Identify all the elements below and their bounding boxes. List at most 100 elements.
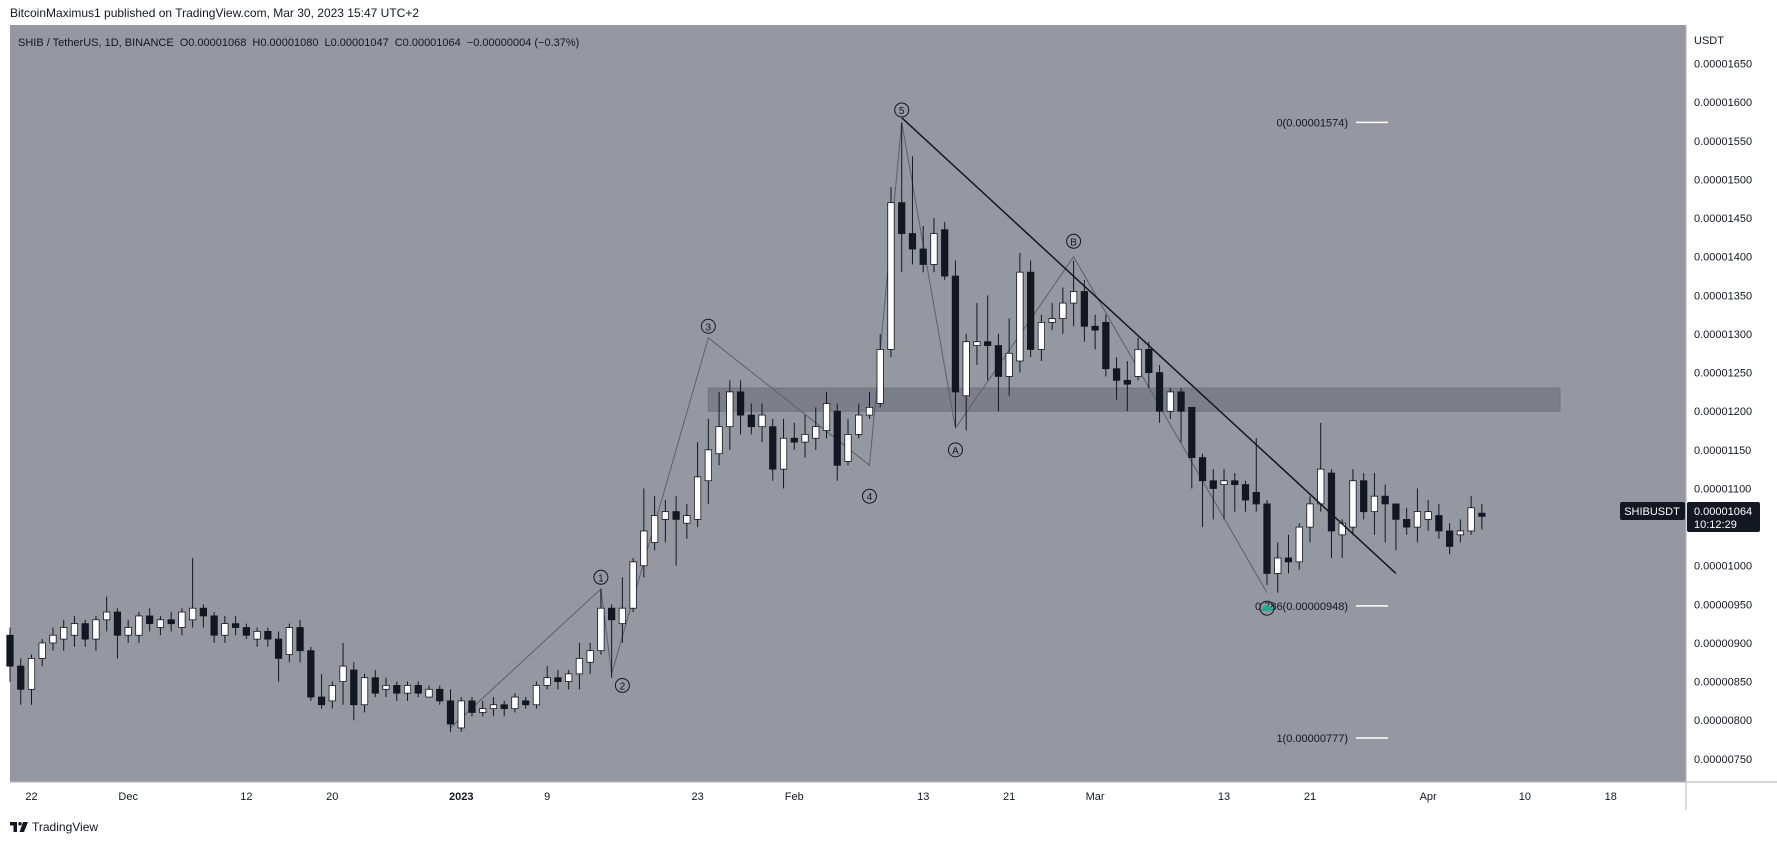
candle-body-bear [994,345,1003,377]
candle-body-bear [747,414,755,428]
wave-label-circle [614,677,630,693]
time-tick-label: 13 [917,791,929,803]
candle-body-bear [500,704,508,710]
candle-body-bear [908,233,917,250]
candle-body-bear [1435,515,1443,532]
wave-label-circle [861,488,877,504]
price-axis-unit: USDT [1694,35,1724,47]
price-tick-label: 0.00001000 [1694,561,1752,573]
legend-change: −0.00000004 (−0.37%) [467,37,580,49]
wave-label-circle [894,102,910,118]
candle-body-bull [1274,557,1282,574]
wave-label-4: 4 [867,492,873,503]
candle-body-bull [489,704,498,710]
wave-label-A: A [952,446,959,457]
candle-body-bear [17,665,25,690]
price-tick-label: 0.00001100 [1694,483,1751,495]
candle-body-bear [736,391,745,416]
candle-body-bear [554,677,562,682]
candle-body-bull [618,607,627,625]
trendline-layer [901,117,1397,574]
candle-body-bull [457,700,465,729]
time-tick-label: 20 [326,791,338,803]
candle-body-bull [189,607,197,621]
price-axis[interactable]: 0.00001650 0.00001600 0.00001550 0.00001500… [1694,59,1752,766]
candle-body-bull [382,685,390,690]
time-tick-label: 9 [544,791,550,803]
candle-body-bull [103,611,111,621]
candle-body-bull [403,685,412,694]
candle-body-bear [1188,406,1196,458]
wave-label-5: 5 [899,106,905,117]
price-tick-label: 0.00001600 [1694,97,1752,109]
legend-l-value: 0.00001047 [331,37,389,49]
candle-body-bull [962,341,970,397]
candle-body-bull [876,349,884,404]
candle-body-bear [371,677,379,694]
candle-body-bull [1413,511,1422,528]
time-tick-label: Mar [1086,791,1105,803]
candle-body-bear [167,619,175,625]
candle-body-bear [951,275,960,393]
time-tick-label: 21 [1003,791,1015,803]
candle-body-bull [801,433,809,443]
candle-body-bear [984,341,992,346]
candle-body-bull [758,414,766,428]
candle-body-bull [575,658,584,675]
candle-body-bull [973,341,981,346]
candle-body-bull [597,607,605,652]
candle-body-bull [1016,271,1024,362]
ohlc-legend: SHIB / TetherUS, 1D, BINANCE O0.00001068 H… [18,37,579,49]
descending-trendline [901,117,1397,574]
wave-label-circle [700,318,716,334]
legend-l-label: L [324,37,330,49]
candle-body-bear [1392,503,1400,520]
candle-body-bull [1306,503,1314,528]
marker-ring [1259,600,1275,616]
candle-body-bear [393,685,401,694]
candle-body-bear [113,611,122,636]
wave-labels-layer: 1 2 3 4 5 A B [593,102,1275,693]
candle-body-bull [1424,511,1432,520]
candle-body-bull [135,615,143,636]
candle-body-bull [1349,480,1357,528]
candle-body-bull [1005,352,1013,377]
legend-o-value: 0.00001068 [188,37,246,49]
time-axis[interactable]: 22 Dec 12 20 2023 9 23 Feb 13 21 Mar 13 21 Apr 10 18 [25,791,1617,803]
candle-body-bull [629,561,637,609]
time-tick-label: 2023 [449,791,473,803]
price-tick-label: 0.00000800 [1694,715,1752,727]
candle-body-bull [812,426,820,439]
candle-body-bull [70,623,79,636]
candle-body-bear [436,688,444,702]
time-tick-label: Dec [118,791,138,803]
price-tick-label: 0.00001550 [1694,136,1752,148]
candle-body-bull [1467,507,1475,532]
candle-body-bear [468,700,476,713]
candle-body-bull [822,403,831,431]
candle-body-bear [1145,349,1153,374]
candle-body-bear [307,650,315,698]
candle-body-bear [1327,472,1336,532]
candle-body-bear [6,634,14,667]
fib-level-label: 0.786(0.00000948) [1255,601,1348,613]
candle-body-bear [769,426,777,470]
price-tick-label: 0.00001200 [1694,406,1752,418]
candle-body-bear [898,202,906,234]
wave-label-3: 3 [706,322,712,333]
price-tick-label: 0.00000900 [1694,638,1752,650]
candle-body-bear [199,607,208,617]
time-axis-panel [10,782,1686,810]
candle-body-bear [1027,271,1035,350]
candle-body-bear [274,638,283,659]
legend-c-label: C [395,37,403,49]
price-tick-label: 0.00001400 [1694,252,1752,264]
candle-body-bear [790,437,798,443]
resistance-zone [707,387,1561,412]
candle-body-bull [360,677,369,706]
candle-body-bull [844,433,852,462]
price-axis-panel [1686,25,1777,782]
candle-body-bull [779,437,788,470]
price-tick-label: 0.00000750 [1694,754,1752,766]
